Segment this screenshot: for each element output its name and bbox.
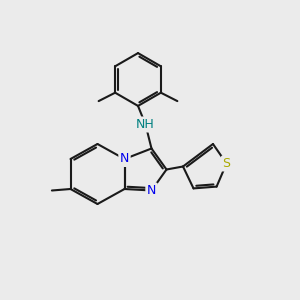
Text: S: S	[223, 157, 230, 170]
Text: NH: NH	[136, 118, 155, 131]
Text: N: N	[120, 152, 129, 166]
Text: N: N	[147, 184, 156, 197]
